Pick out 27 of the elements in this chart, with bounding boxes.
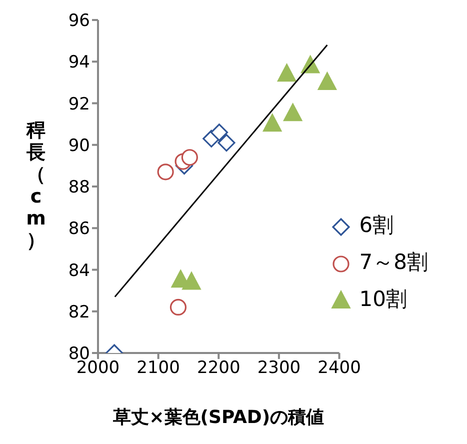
point: [181, 149, 198, 166]
x-tick-label: 2300: [257, 358, 301, 378]
point: [170, 298, 187, 316]
y-tick-label: 90: [68, 136, 90, 156]
point: [182, 272, 201, 290]
point: [210, 124, 228, 142]
legend-label: 6割: [359, 212, 394, 239]
point: [283, 103, 302, 122]
y-tick-label: 94: [68, 52, 90, 73]
y-tick-label: 82: [68, 302, 90, 322]
y-tick-label: 86: [68, 219, 90, 240]
point: [218, 134, 236, 152]
y-tick-label: 84: [68, 260, 90, 281]
legend-label: 7～8割: [359, 249, 428, 276]
point: [277, 64, 296, 82]
y-tick-label: 96: [68, 11, 90, 32]
x-tick-label: 2100: [136, 358, 180, 378]
x-tick-label: 2200: [197, 358, 240, 378]
y-tick-label: 88: [68, 178, 90, 198]
x-axis-title: 草丈×葉色(SPAD)の積値: [112, 407, 324, 428]
point: [157, 164, 174, 180]
y-tick-label: 92: [68, 94, 90, 114]
y-axis-title: 稈長（cm）: [26, 120, 46, 252]
legend-label: 10割: [359, 286, 407, 313]
point: [262, 114, 282, 132]
point: [318, 72, 337, 90]
x-tick-label: 2400: [318, 358, 361, 378]
